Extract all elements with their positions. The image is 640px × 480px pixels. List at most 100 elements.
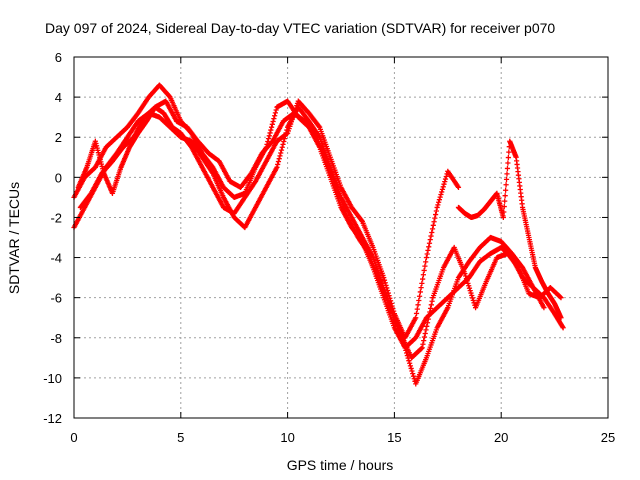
y-tick-label: 6 [55,50,62,65]
data-point [407,363,414,369]
data-point [442,176,449,182]
data-point [466,283,472,289]
x-axis-title: GPS time / hours [287,457,394,473]
data-point [416,293,423,299]
y-axis-title: SDTVAR / TECUs [6,182,22,294]
data-point [421,334,428,340]
data-point [266,133,272,139]
data-point [501,209,507,215]
axes: 0 5 10 15 20 25 -12 -10 -8 -6 -4 -2 0 2 4 6 [43,50,615,445]
data-point [436,197,443,203]
data-point [316,123,322,129]
data-point [541,305,547,311]
data-point [381,277,388,283]
data-point [383,282,389,288]
data-point [427,237,433,243]
data-point [425,316,431,322]
data-point [441,181,447,187]
x-tick-label: 25 [601,430,615,445]
data-point [500,214,506,221]
data-point [426,240,433,246]
data-point [465,280,471,286]
data-point [422,263,428,269]
data-point [505,154,511,161]
data-point [415,302,421,308]
data-point [428,302,434,308]
data-point [462,271,468,277]
data-point [419,280,425,286]
y-tick-label: -12 [43,411,62,426]
grid-lines [74,57,608,418]
y-tick-label: -8 [50,331,62,346]
data-point [442,179,448,185]
data-point [423,259,429,265]
data-point [501,203,507,210]
data-point [280,141,286,147]
data-point [421,267,427,274]
data-point [272,113,278,119]
data-point [506,149,512,155]
data-point [557,294,563,300]
data-point [414,306,420,312]
data-point [436,199,442,205]
y-tick-label: 0 [55,170,62,185]
data-point [429,226,436,232]
data-point [429,229,435,236]
chart-title: Day 097 of 2024, Sidereal Day-to-day VTE… [45,20,555,36]
data-point [410,373,417,379]
x-tick-label: 5 [177,430,184,445]
data-point [502,198,508,204]
data-point [504,165,511,172]
data-point [417,289,423,295]
data-point [437,194,443,200]
data-point [471,300,477,306]
data-point [467,288,473,294]
data-point [312,129,318,135]
data-point [439,189,445,195]
data-point [424,323,430,329]
data-point [470,297,476,303]
data-point [278,150,284,156]
y-tick-label: 2 [55,130,62,145]
data-point [381,275,387,281]
data-point [428,233,434,239]
plot-area [71,82,566,387]
data-point [455,184,462,190]
data-point [558,315,564,321]
data-point [386,293,392,299]
data-point [384,285,390,291]
data-point [440,184,446,190]
data-point [268,124,275,130]
data-point [418,285,424,291]
data-point [271,115,277,122]
data-point [463,273,469,279]
data-point [426,312,432,319]
y-tick-label: -10 [43,371,62,386]
data-point [423,327,429,333]
data-point [407,360,413,366]
data-point [422,330,428,337]
data-point [278,147,285,153]
data-point [279,144,285,150]
data-point [382,280,388,286]
x-tick-label: 0 [70,430,77,445]
data-point [276,156,282,162]
series-5 [455,138,564,321]
data-point [434,204,440,211]
data-point [413,315,419,321]
x-tick-label: 10 [280,430,294,445]
data-point [504,171,510,177]
data-point [464,278,470,284]
data-point [425,247,431,253]
data-point [275,161,281,168]
data-point [502,193,508,199]
y-tick-label: -2 [50,210,62,225]
data-point [273,107,279,113]
y-tick-label: -6 [50,291,62,306]
data-point [469,292,475,299]
data-point [421,338,427,344]
data-point [426,244,432,250]
data-point [277,153,283,159]
